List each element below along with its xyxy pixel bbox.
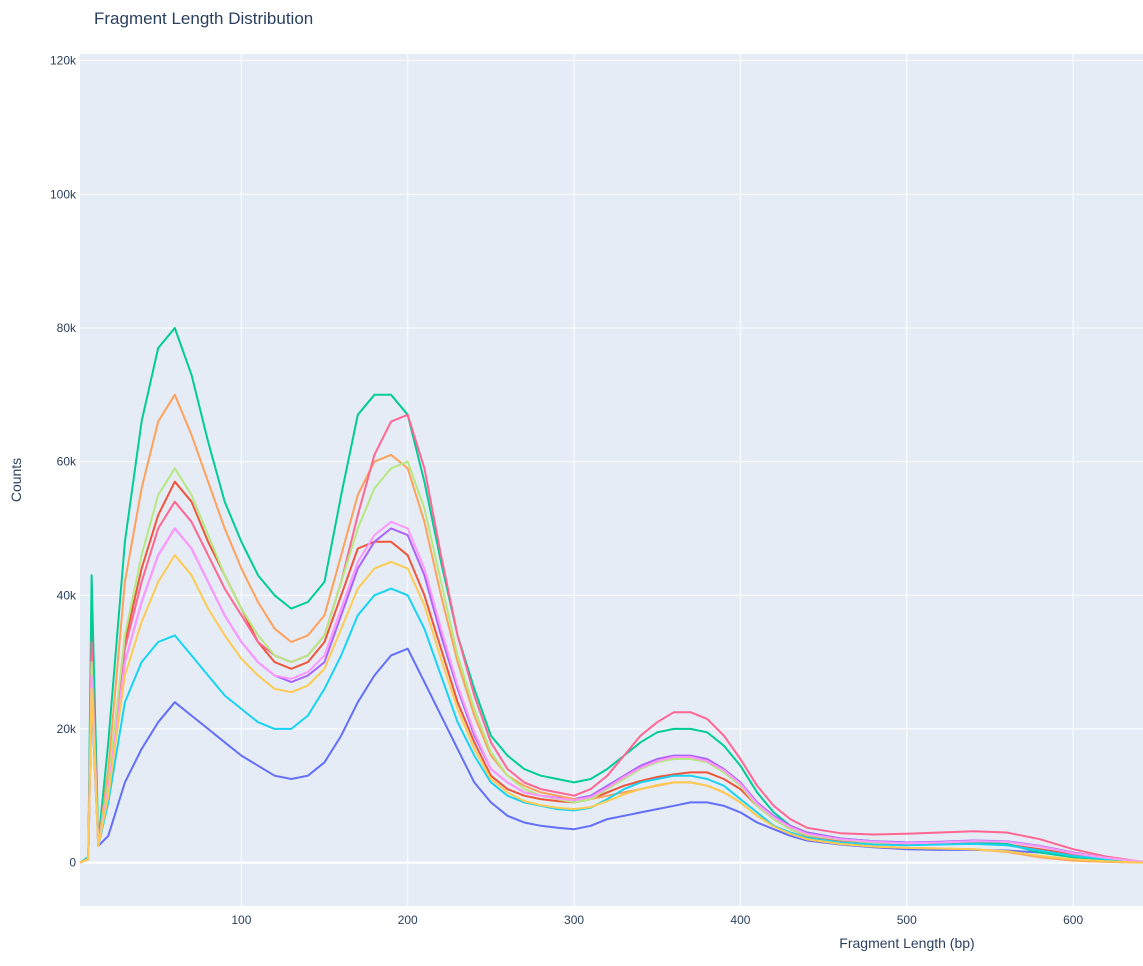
y-axis-title: Counts — [8, 458, 24, 502]
y-tick-label: 20k — [57, 722, 77, 736]
y-tick-label: 60k — [57, 455, 77, 469]
y-tick-label: 40k — [57, 588, 77, 602]
x-tick-label: 100 — [231, 913, 251, 927]
x-tick-label: 600 — [1063, 913, 1083, 927]
x-tick-label: 300 — [564, 913, 584, 927]
series-line-10 — [79, 554, 1143, 864]
series-line-6 — [79, 587, 1143, 864]
x-axis-ticks: 100 200 300 400 500 600 — [231, 913, 1083, 927]
y-tick-label: 80k — [57, 321, 77, 335]
x-tick-label: 400 — [730, 913, 750, 927]
x-axis-title: Fragment Length (bp) — [839, 935, 974, 951]
x-tick-label: 500 — [897, 913, 917, 927]
y-tick-label: 0 — [69, 856, 76, 870]
series-line-9 — [79, 520, 1143, 864]
series-lines — [79, 327, 1143, 864]
x-tick-label: 200 — [398, 913, 418, 927]
y-tick-label: 100k — [50, 187, 77, 201]
y-tick-label: 120k — [50, 54, 77, 68]
y-axis-ticks: 0 20k 40k 60k 80k 100k 120k — [50, 54, 77, 870]
chart-title: Fragment Length Distribution — [94, 9, 313, 28]
series-line-7 — [79, 413, 1143, 864]
grid-lines — [80, 54, 1143, 906]
plot-background — [80, 54, 1143, 906]
